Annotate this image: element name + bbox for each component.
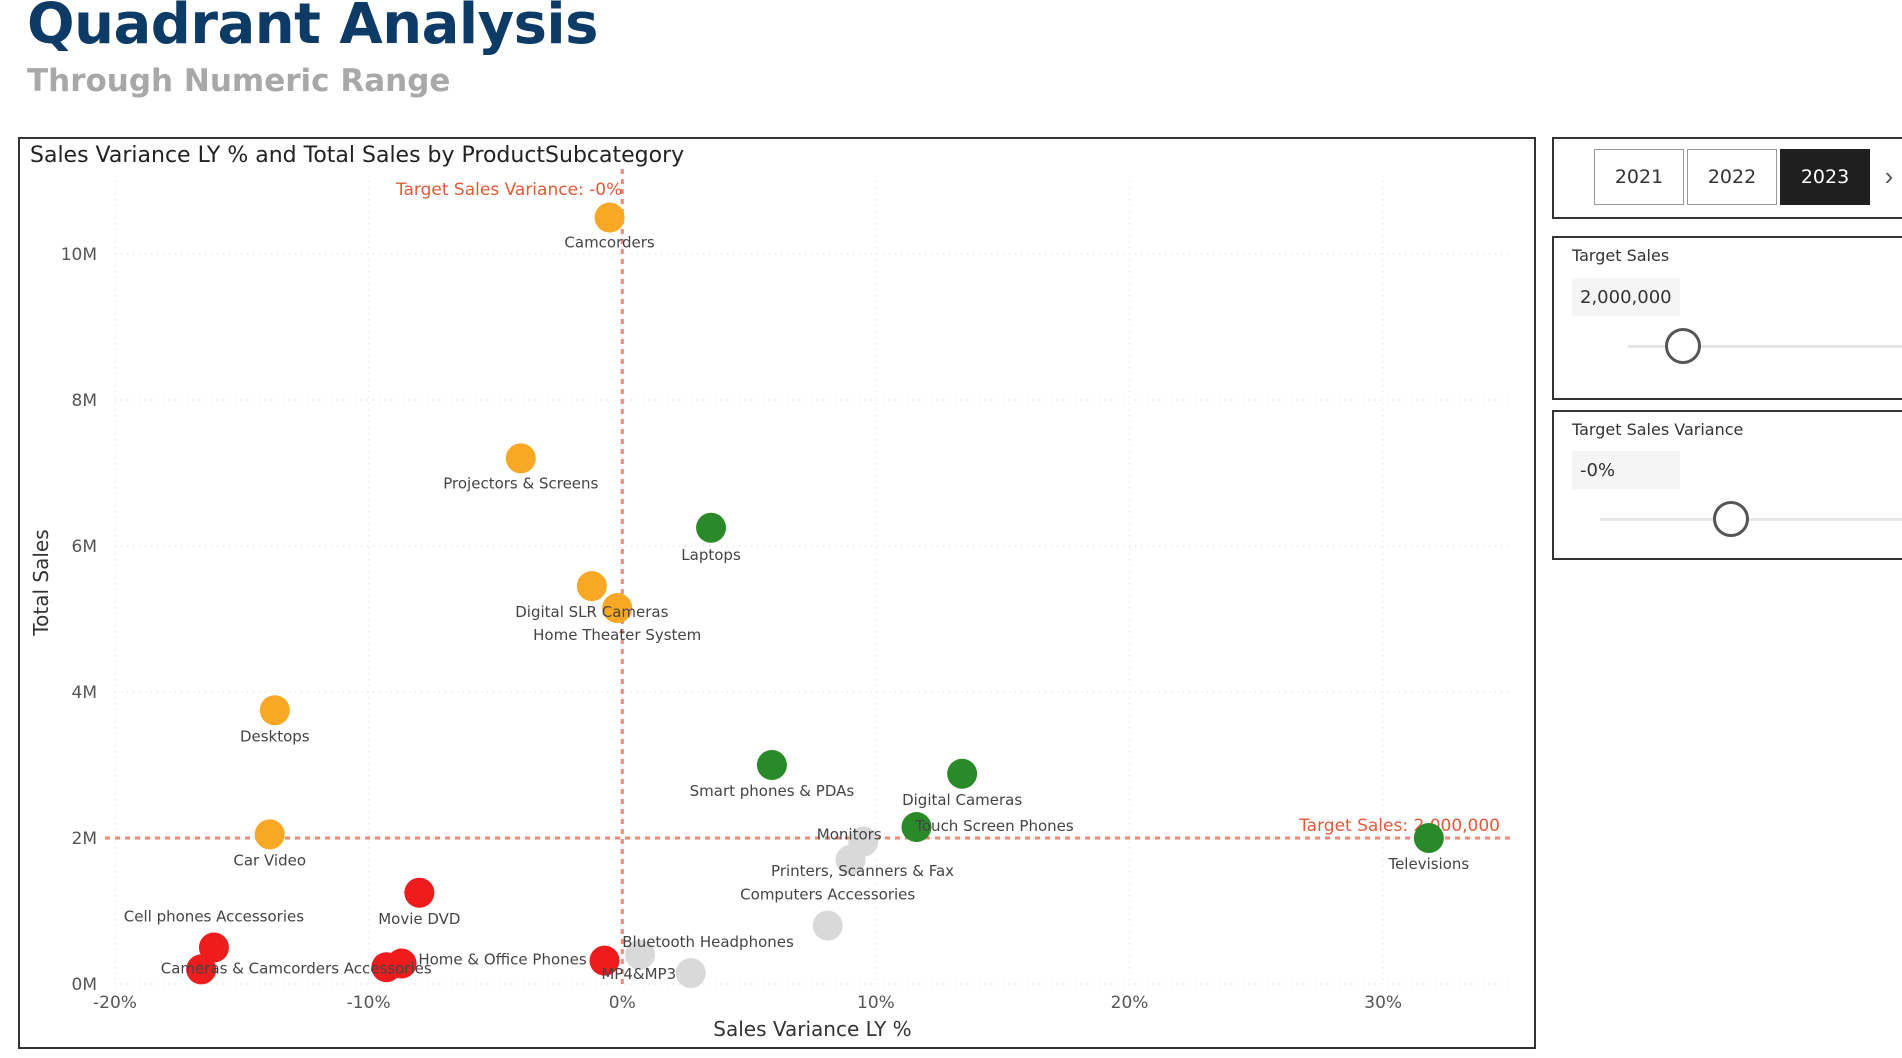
data-point-label: Camcorders — [564, 234, 655, 252]
year-button-2023[interactable]: 2023 — [1780, 149, 1870, 205]
data-point — [259, 695, 290, 726]
data-point-label: Computers Accessories — [740, 886, 915, 904]
x-tick-label: 30% — [1364, 993, 1402, 1013]
data-point-label: Car Video — [233, 851, 306, 869]
target-sales-slider-track[interactable] — [1628, 345, 1902, 348]
x-tick-label: -10% — [347, 993, 391, 1013]
target-sales-label: Target Sales — [1572, 246, 1670, 265]
data-point — [602, 593, 633, 624]
data-point — [186, 954, 217, 985]
x-tick-label: 20% — [1111, 993, 1149, 1013]
data-point — [835, 844, 866, 875]
data-point — [675, 958, 706, 989]
data-point — [901, 812, 932, 843]
x-tick-label: 10% — [857, 993, 895, 1013]
data-point-label: Televisions — [1387, 855, 1469, 873]
data-point — [404, 877, 435, 908]
data-point — [594, 202, 625, 233]
data-point — [756, 750, 787, 780]
x-tick-label: -20% — [93, 993, 137, 1013]
y-tick-label: 10M — [61, 245, 97, 265]
target-variance-input[interactable] — [1572, 451, 1680, 489]
data-point — [625, 939, 656, 970]
y-tick-label: 2M — [72, 829, 97, 849]
target-variance-slider-thumb[interactable] — [1712, 501, 1749, 537]
target-sales-slider-thumb[interactable] — [1665, 328, 1702, 364]
data-point — [576, 571, 607, 602]
target-variance-label: Target Sales Variance — [1572, 420, 1744, 439]
data-point — [254, 819, 285, 850]
data-point-label: Home & Office Phones — [418, 951, 587, 969]
year-button-2022[interactable]: 2022 — [1687, 149, 1777, 205]
y-tick-label: 8M — [72, 391, 97, 411]
year-slicer: 2021 2022 2023 › — [1552, 137, 1902, 219]
data-point-label: Movie DVD — [378, 910, 460, 928]
data-point-label: Digital SLR Cameras — [515, 603, 668, 621]
data-point-label: Touch Screen Phones — [914, 817, 1074, 835]
data-point-label: Digital Cameras — [902, 791, 1022, 809]
scatter-chart-svg[interactable]: 0M 2M 4M 6M 8M 10M -20% -10% 0% 10% 20% 30% Sales Va… — [20, 139, 1534, 1047]
data-point-label: Desktops — [240, 727, 310, 745]
chart-title: Sales Variance LY % and Total Sales by P… — [30, 143, 685, 168]
data-point — [589, 945, 620, 976]
data-point — [505, 443, 536, 474]
data-point — [1413, 823, 1444, 853]
target-variance-slider-track[interactable] — [1600, 518, 1902, 521]
data-point — [812, 910, 843, 941]
scatter-chart-visual[interactable]: Sales Variance LY % and Total Sales by P… — [18, 137, 1536, 1049]
data-point-label: Printers, Scanners & Fax — [771, 862, 954, 880]
y-tick-label: 4M — [72, 683, 97, 703]
x-axis-title: Sales Variance LY % — [713, 1017, 911, 1041]
data-point-label: Cell phones Accessories — [124, 908, 304, 926]
target-sales-slicer: Target Sales — [1552, 236, 1902, 400]
y-tick-label: 0M — [72, 975, 97, 995]
data-point-label: MP4&MP3 — [601, 965, 676, 983]
target-variance-slicer: Target Sales Variance — [1552, 410, 1902, 560]
y-axis-title: Total Sales — [29, 529, 53, 636]
page-title: Quadrant Analysis — [27, 0, 598, 57]
y-reference-label: Target Sales: 2,000,000 — [1298, 816, 1500, 836]
data-point — [198, 932, 229, 963]
data-point — [947, 758, 978, 789]
x-reference-label: Target Sales Variance: -0% — [395, 180, 622, 200]
data-point-label: Projectors & Screens — [443, 474, 598, 492]
data-point-label: Laptops — [681, 546, 741, 564]
data-point-label: Home Theater System — [533, 626, 701, 644]
data-point-label: Bluetooth Headphones — [622, 933, 794, 951]
data-point-label: Cameras & Camcorders Accessories — [161, 959, 432, 977]
target-sales-input[interactable] — [1572, 278, 1680, 316]
year-button-2021[interactable]: 2021 — [1594, 149, 1684, 205]
page-subtitle: Through Numeric Range — [27, 63, 451, 99]
data-point-label: Monitors — [817, 826, 882, 844]
data-point — [386, 948, 417, 979]
data-point-label: Smart phones & PDAs — [690, 782, 855, 800]
y-tick-label: 6M — [72, 537, 97, 557]
chevron-right-icon[interactable]: › — [1884, 160, 1894, 191]
data-point — [696, 512, 727, 543]
x-tick-label: 0% — [609, 993, 636, 1013]
